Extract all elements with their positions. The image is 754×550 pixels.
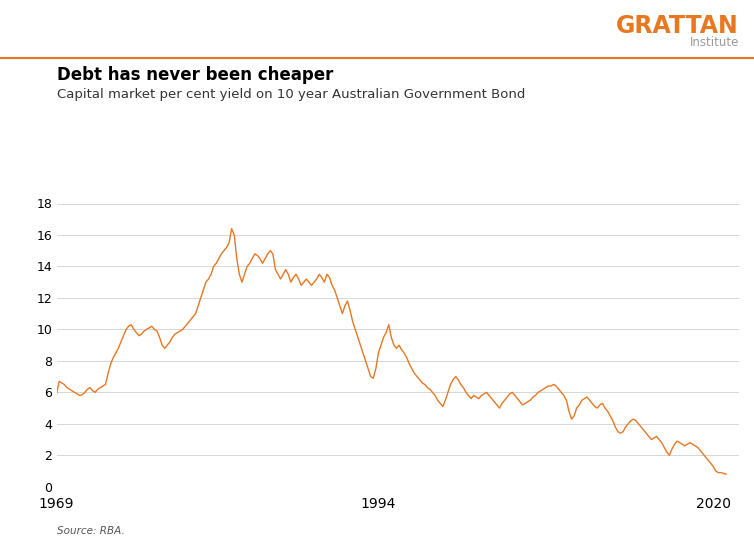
Text: Capital market per cent yield on 10 year Australian Government Bond: Capital market per cent yield on 10 year… [57, 88, 525, 101]
Text: Institute: Institute [690, 36, 739, 49]
Text: GRATTAN: GRATTAN [616, 14, 739, 38]
Text: Source: RBA.: Source: RBA. [57, 526, 124, 536]
Text: Debt has never been cheaper: Debt has never been cheaper [57, 66, 333, 84]
